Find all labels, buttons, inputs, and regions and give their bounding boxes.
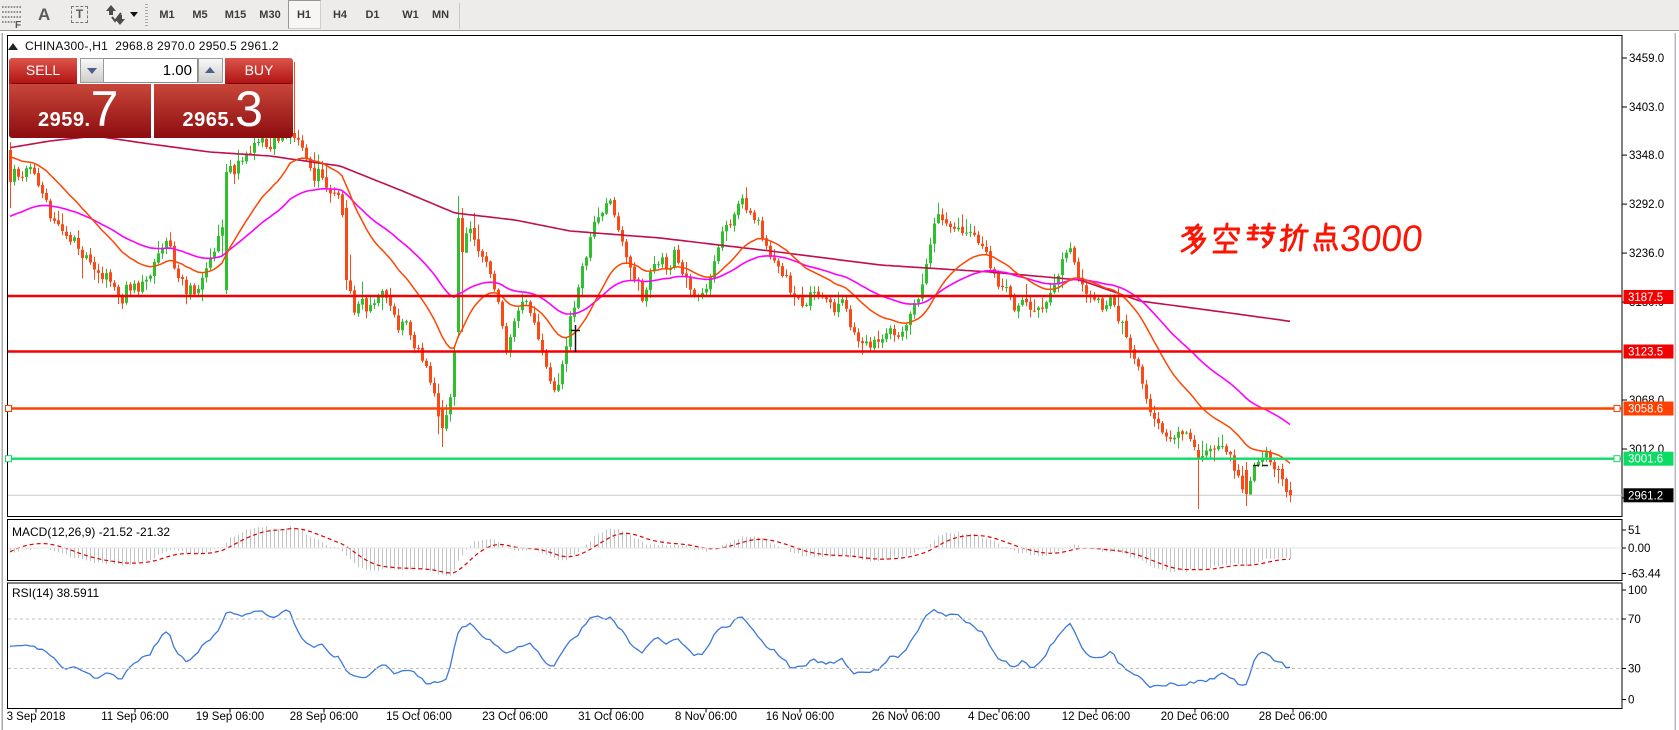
svg-text:8 Nov 06:00: 8 Nov 06:00 — [675, 711, 737, 723]
svg-text:0: 0 — [1628, 695, 1634, 707]
svg-text:15 Oct 06:00: 15 Oct 06:00 — [386, 711, 452, 723]
svg-text:-63.44: -63.44 — [1628, 568, 1661, 580]
svg-text:28 Dec 06:00: 28 Dec 06:00 — [1259, 711, 1327, 723]
svg-text:F: F — [15, 20, 21, 29]
svg-text:3123.5: 3123.5 — [1628, 347, 1663, 359]
svg-text:3236.0: 3236.0 — [1629, 248, 1664, 260]
svg-text:3 Sep 2018: 3 Sep 2018 — [7, 711, 66, 723]
svg-text:4 Dec 06:00: 4 Dec 06:00 — [968, 711, 1030, 723]
svg-text:26 Nov 06:00: 26 Nov 06:00 — [872, 711, 940, 723]
svg-text:MACD(12,26,9) -21.52 -21.32: MACD(12,26,9) -21.52 -21.32 — [12, 525, 170, 539]
svg-text:3000: 3000 — [1338, 217, 1425, 259]
svg-text:2961.2: 2961.2 — [1628, 490, 1663, 502]
svg-text:3403.0: 3403.0 — [1629, 102, 1664, 114]
svg-text:3292.0: 3292.0 — [1629, 199, 1664, 211]
svg-text:70: 70 — [1628, 614, 1641, 626]
svg-text:28 Sep 06:00: 28 Sep 06:00 — [290, 711, 358, 723]
svg-text:3001.6: 3001.6 — [1628, 454, 1663, 466]
svg-text:100: 100 — [1628, 585, 1647, 597]
svg-text:20 Dec 06:00: 20 Dec 06:00 — [1161, 711, 1229, 723]
svg-text:19 Sep 06:00: 19 Sep 06:00 — [196, 711, 264, 723]
svg-text:23 Oct 06:00: 23 Oct 06:00 — [482, 711, 548, 723]
svg-text:3459.0: 3459.0 — [1629, 53, 1664, 65]
svg-text:11 Sep 06:00: 11 Sep 06:00 — [101, 711, 169, 723]
svg-text:3348.0: 3348.0 — [1629, 150, 1664, 162]
svg-text:16 Nov 06:00: 16 Nov 06:00 — [766, 711, 834, 723]
svg-text:51: 51 — [1628, 525, 1641, 537]
svg-text:3058.6: 3058.6 — [1628, 404, 1663, 416]
svg-text:31 Oct 06:00: 31 Oct 06:00 — [578, 711, 644, 723]
svg-text:30: 30 — [1628, 664, 1641, 676]
svg-text:12 Dec 06:00: 12 Dec 06:00 — [1062, 711, 1130, 723]
svg-text:3187.5: 3187.5 — [1628, 292, 1663, 304]
svg-text:0.00: 0.00 — [1628, 543, 1650, 555]
svg-text:RSI(14) 38.5911: RSI(14) 38.5911 — [12, 586, 99, 600]
